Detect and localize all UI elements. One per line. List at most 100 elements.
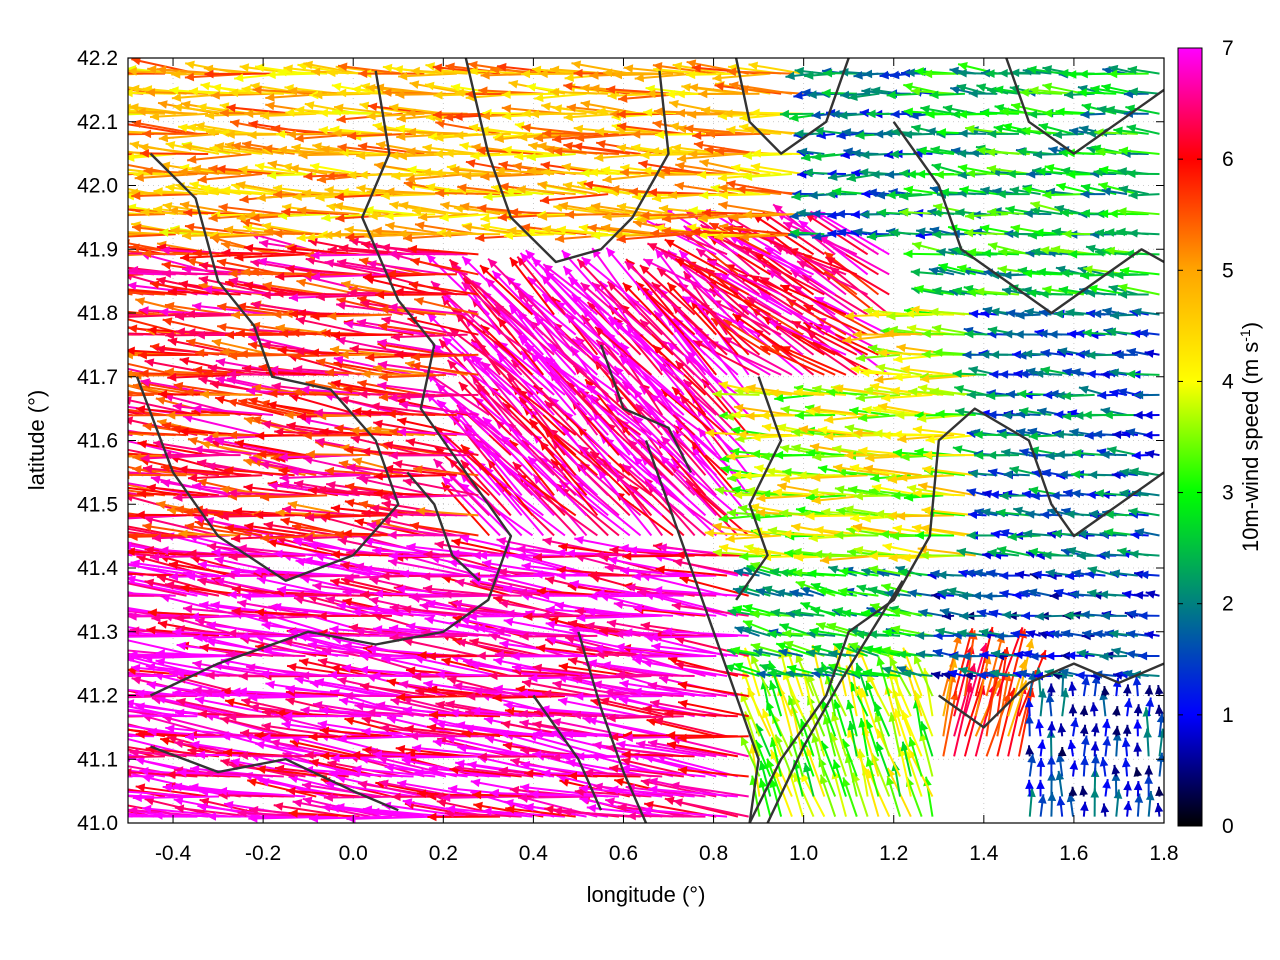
wind-vector-head — [354, 702, 364, 711]
wind-vector-head — [469, 637, 480, 647]
wind-vector-head — [146, 625, 156, 635]
wind-vector-head — [833, 699, 842, 710]
wind-vector-head — [362, 805, 373, 814]
wind-vector — [254, 610, 328, 617]
wind-vector — [143, 654, 230, 660]
wind-vector-head — [989, 669, 1000, 678]
wind-vector-head — [447, 676, 457, 685]
wind-vector-head — [855, 662, 864, 673]
wind-vector-head — [640, 778, 651, 787]
wind-vector-head — [1057, 747, 1067, 757]
wind-vector-head — [1025, 638, 1035, 649]
wind-vector-head — [1068, 704, 1078, 714]
wind-vector-head — [1017, 669, 1028, 679]
wind-vector — [557, 698, 641, 718]
wind-vector-head — [270, 738, 280, 748]
wind-vector-head — [174, 739, 184, 749]
wind-vector-head — [351, 607, 361, 617]
wind-vector-head — [499, 729, 509, 739]
wind-vector — [529, 792, 620, 798]
wind-vector-head — [397, 779, 407, 789]
wind-vector-head — [52, 507, 61, 516]
wind-vector — [532, 665, 609, 678]
wind-vector-head — [1122, 724, 1132, 734]
wind-vector — [473, 689, 555, 698]
wind-vector-head — [677, 766, 688, 775]
wind-vector — [632, 606, 717, 617]
wind-vector-head — [241, 697, 252, 707]
wind-vector — [351, 610, 436, 617]
wind-vector-head — [220, 758, 231, 767]
wind-vector-head — [71, 463, 81, 472]
wind-vector-head — [90, 328, 99, 337]
wind-vector-head — [838, 587, 848, 596]
wind-vector-head — [74, 419, 84, 428]
wind-vector-head — [384, 763, 395, 773]
wind-vector-head — [227, 590, 237, 600]
wind-vector — [128, 473, 133, 477]
wind-vector — [217, 789, 306, 798]
wind-vector-head — [759, 663, 770, 672]
wind-vector — [604, 690, 684, 698]
wind-vector-head — [455, 721, 466, 730]
wind-vector-head — [455, 759, 465, 769]
wind-vector — [300, 708, 382, 718]
wind-vector-head — [750, 642, 761, 652]
wind-vector-head — [369, 604, 379, 614]
wind-vector-head — [1075, 671, 1085, 680]
wind-vector-head — [300, 671, 310, 680]
wind-vector — [454, 766, 533, 778]
wind-vector-head — [164, 581, 175, 590]
wind-vector-head — [1047, 721, 1056, 731]
wind-vector-head — [330, 753, 340, 763]
wind-vector-head — [742, 620, 753, 629]
wind-vector-head — [71, 790, 80, 799]
wind-vector-head — [409, 731, 419, 741]
wind-vector-head — [758, 760, 768, 771]
wind-vector-head — [194, 696, 205, 705]
wind-vector-head — [165, 724, 175, 734]
wind-vector-head — [1093, 629, 1103, 639]
wind-vector — [616, 742, 706, 758]
wind-vector-head — [545, 620, 556, 629]
wind-vector-head — [632, 652, 642, 662]
wind-vector-head — [139, 766, 149, 776]
wind-vector — [511, 665, 598, 678]
wind-vector-head — [86, 602, 95, 611]
wind-vector-head — [166, 770, 176, 780]
wind-vector-head — [426, 599, 436, 609]
wind-vector-head — [112, 346, 121, 355]
wind-vector-head — [114, 787, 123, 796]
wind-vector-head — [1102, 779, 1111, 789]
wind-vector-head — [902, 669, 912, 679]
wind-vector-head — [1081, 675, 1090, 686]
wind-vector-head — [238, 671, 248, 681]
wind-vector-head — [833, 606, 844, 616]
wind-vector-head — [616, 740, 626, 750]
wind-vector-head — [230, 757, 241, 767]
wind-vector-head — [755, 587, 766, 597]
wind-vector-head — [1081, 629, 1092, 639]
wind-vector-head — [192, 659, 202, 669]
wind-vector — [294, 593, 371, 597]
wind-vector-head — [87, 391, 96, 400]
wind-vector — [128, 577, 209, 597]
wind-vector-head — [884, 589, 894, 598]
wind-vector-head — [574, 606, 584, 616]
wind-vector-head — [128, 806, 138, 815]
wind-vector-head — [113, 452, 122, 461]
wind-vector — [402, 639, 479, 657]
wind-vector-head — [57, 785, 66, 794]
wind-vectors — [52, 58, 1164, 823]
wind-vector-head — [221, 687, 231, 696]
wind-vector — [442, 593, 522, 597]
wind-vector-head — [862, 668, 873, 678]
wind-vector-head — [128, 768, 132, 777]
wind-vector-head — [979, 628, 989, 637]
wind-vector-head — [68, 713, 77, 722]
wind-vector-head — [68, 380, 78, 389]
wind-vector-head — [841, 608, 852, 618]
wind-vector-head — [343, 691, 353, 701]
wind-vector-head — [855, 630, 865, 640]
